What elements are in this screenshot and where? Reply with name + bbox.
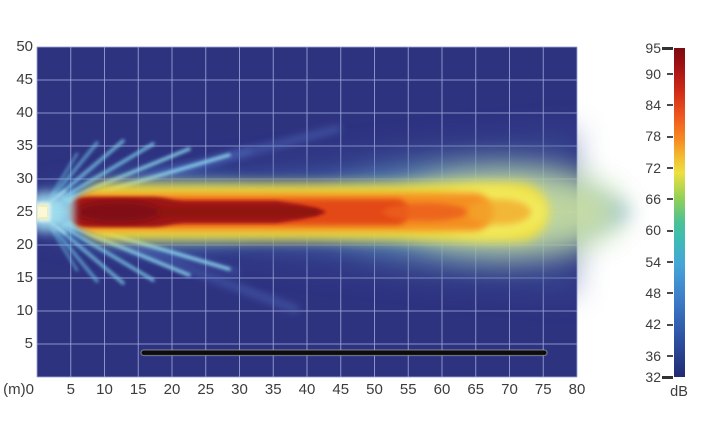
colorbar-tick-mark — [667, 104, 673, 107]
colorbar-tick-label: 32 — [645, 368, 661, 385]
colorbar-tick-label: 48 — [645, 284, 661, 301]
x-tick-label: 20 — [163, 381, 181, 398]
beam-heatmap — [37, 124, 629, 357]
colorbar-tick-mark — [667, 198, 673, 201]
y-tick-label: 15 — [16, 269, 33, 286]
colorbar-tick-label: 90 — [645, 65, 661, 82]
colorbar-tick-label: 54 — [645, 253, 661, 270]
colorbar-tick-mark — [662, 375, 673, 379]
colorbar-tick-label: 42 — [645, 316, 661, 333]
colorbar-tick-mark — [667, 135, 673, 138]
y-tick-label: 20 — [16, 236, 33, 253]
beam-map-plot — [36, 46, 629, 378]
beam-map-svg — [36, 46, 629, 378]
x-tick-label: 35 — [264, 381, 282, 398]
x-tick-label: 75 — [534, 381, 552, 398]
source-marker — [37, 191, 75, 233]
y-tick-label: 50 — [16, 38, 33, 55]
y-tick-label: 35 — [16, 137, 33, 154]
x-tick-label: 40 — [298, 381, 316, 398]
colorbar-unit-label: dB — [670, 384, 688, 400]
y-tick-label: 30 — [16, 170, 33, 187]
y-tick-label: 40 — [16, 104, 33, 121]
x-tick-label: 25 — [197, 381, 215, 398]
colorbar-tick-label: 84 — [645, 96, 661, 113]
y-tick-label: 10 — [16, 302, 33, 319]
colorbar-tick-label: 72 — [645, 159, 661, 176]
colorbar-tick-label: 78 — [645, 128, 661, 145]
colorbar-tick-mark — [662, 46, 673, 50]
colorbar-tick-label: 60 — [645, 222, 661, 239]
colorbar-tick-label: 36 — [645, 347, 661, 364]
colorbar-tick-mark — [667, 167, 673, 170]
colorbar-tick-label: 66 — [645, 190, 661, 207]
x-tick-label: 30 — [231, 381, 248, 398]
colorbar-tick-label: 95 — [645, 39, 661, 56]
colorbar — [674, 48, 685, 377]
x-axis-origin-label: (m)0 — [3, 381, 34, 398]
x-tick-label: 10 — [96, 381, 113, 398]
x-tick-label: 60 — [433, 381, 451, 398]
colorbar-tick-mark — [667, 323, 673, 326]
colorbar-tick-mark — [667, 261, 673, 264]
y-tick-label: 5 — [24, 335, 33, 352]
x-tick-label: 50 — [366, 381, 383, 398]
x-tick-label: 5 — [66, 381, 75, 398]
array-bar — [140, 349, 548, 357]
x-tick-label: 45 — [332, 381, 350, 398]
x-tick-label: 15 — [129, 381, 147, 398]
colorbar-tick-mark — [667, 292, 673, 295]
colorbar-tick-mark — [667, 355, 673, 358]
colorbar-tick-mark — [667, 73, 673, 76]
x-tick-label: 55 — [399, 381, 417, 398]
x-tick-label: 70 — [501, 381, 518, 398]
y-tick-label: 45 — [16, 71, 33, 88]
x-tick-label: 80 — [568, 381, 586, 398]
x-tick-label: 65 — [467, 381, 485, 398]
y-tick-label: 25 — [16, 203, 33, 220]
colorbar-tick-mark — [667, 229, 673, 232]
